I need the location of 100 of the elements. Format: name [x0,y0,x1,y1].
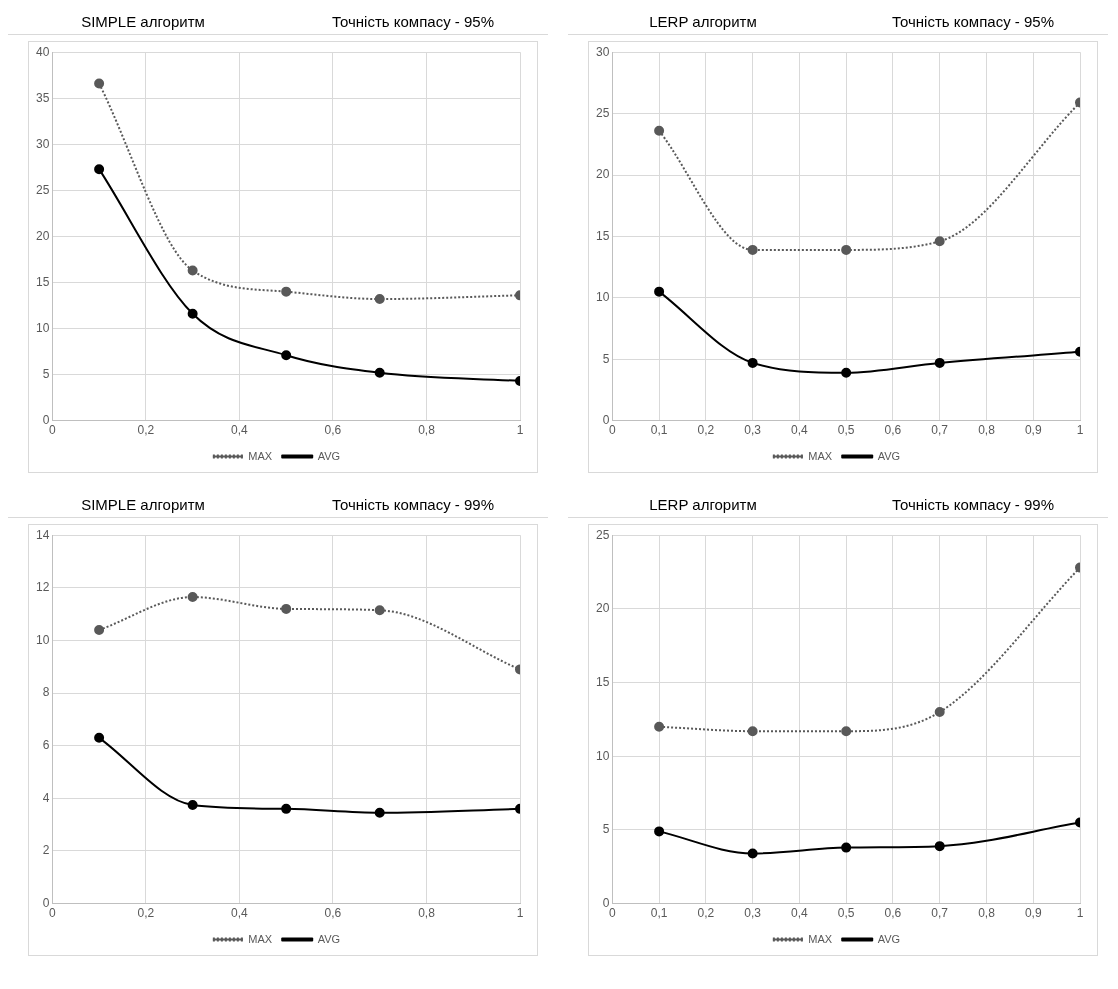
x-tick-label: 0,6 [324,423,342,438]
point [934,236,945,247]
chart-title: SIMPLE алгоритм [80,495,206,513]
chart-subtitle: Точність компасу - 95% [891,12,1055,30]
x-tick-label: 0,1 [650,423,668,438]
legend-label: AVG [877,449,901,462]
chart-subtitle: Точність компасу - 95% [331,12,495,30]
y-tick-label: 0 [42,412,50,427]
point [747,244,758,255]
legend-label: MAX [248,932,273,945]
point [374,807,385,818]
point [747,726,758,737]
chart-title: LERP алгоритм [648,12,758,30]
x-tick-label: 0,8 [978,906,996,921]
x-tick-label: 0,2 [137,906,155,921]
y-tick-label: 30 [595,44,610,59]
x-tick-label: 0,3 [744,423,762,438]
y-tick-label: 5 [602,351,610,366]
y-tick-label: 15 [595,228,610,243]
chart-title: LERP алгоритм [648,495,758,513]
point [841,367,852,378]
point [841,726,852,737]
point [841,244,852,255]
y-tick-label: 10 [595,290,610,305]
x-tick-label: 0,4 [791,423,809,438]
x-tick-label: 0,3 [744,906,762,921]
point [654,286,665,297]
point [934,707,945,718]
x-tick-label: 0,6 [884,423,902,438]
legend-label: MAX [248,449,273,462]
x-tick-label: 0,4 [231,906,249,921]
x-tick-label: 0,8 [418,906,436,921]
y-tick-label: 0 [602,412,610,427]
y-tick-label: 8 [42,685,50,700]
y-tick-label: 30 [35,136,50,151]
y-tick-label: 5 [602,822,610,837]
legend-label: AVG [317,449,341,462]
x-tick-label: 1 [516,906,524,921]
y-tick-label: 0 [602,895,610,910]
y-tick-label: 25 [595,105,610,120]
point [94,624,105,635]
x-tick-label: 0,6 [324,906,342,921]
point [187,592,198,603]
y-tick-label: 10 [35,320,50,335]
point [187,799,198,810]
point [281,803,292,814]
point [934,357,945,368]
x-tick-label: 0,5 [837,906,855,921]
x-tick-label: 0,1 [650,906,668,921]
x-tick-label: 1 [1076,423,1084,438]
point [94,78,105,89]
point [654,125,665,136]
y-tick-label: 0 [42,895,50,910]
y-tick-label: 25 [35,182,50,197]
legend-label: MAX [808,449,833,462]
x-tick-label: 0,2 [697,423,715,438]
x-tick-label: 0,9 [1024,906,1042,921]
point [374,605,385,616]
y-tick-label: 25 [595,527,610,542]
legend-label: MAX [808,932,833,945]
y-tick-label: 20 [595,601,610,616]
y-tick-label: 4 [42,790,50,805]
point [94,732,105,743]
y-tick-label: 15 [595,674,610,689]
x-tick-label: 0,7 [931,423,949,438]
y-tick-label: 20 [35,228,50,243]
x-tick-label: 0,2 [137,423,155,438]
point [187,265,198,276]
point [281,350,292,361]
x-tick-label: 0,4 [791,906,809,921]
point [374,367,385,378]
point [841,842,852,853]
x-tick-label: 1 [1076,906,1084,921]
point [374,294,385,305]
y-tick-label: 35 [35,90,50,105]
chart-title: SIMPLE алгоритм [80,12,206,30]
x-tick-label: 0,7 [931,906,949,921]
y-tick-label: 40 [35,44,50,59]
point [654,721,665,732]
point [94,164,105,175]
y-tick-label: 5 [42,366,50,381]
x-tick-label: 0,2 [697,906,715,921]
y-tick-label: 10 [595,748,610,763]
y-tick-label: 14 [35,527,50,542]
x-tick-label: 0,8 [978,423,996,438]
x-tick-label: 0,9 [1024,423,1042,438]
point [281,286,292,297]
point [654,826,665,837]
x-tick-label: 0,8 [418,423,436,438]
y-tick-label: 15 [35,274,50,289]
y-tick-label: 20 [595,167,610,182]
y-tick-label: 2 [42,843,50,858]
y-tick-label: 10 [35,632,50,647]
chart-subtitle: Точність компасу - 99% [331,495,495,513]
x-tick-label: 0,5 [837,423,855,438]
x-tick-label: 0,6 [884,906,902,921]
point [187,308,198,319]
x-tick-label: 1 [516,423,524,438]
legend-label: AVG [877,932,901,945]
point [747,357,758,368]
